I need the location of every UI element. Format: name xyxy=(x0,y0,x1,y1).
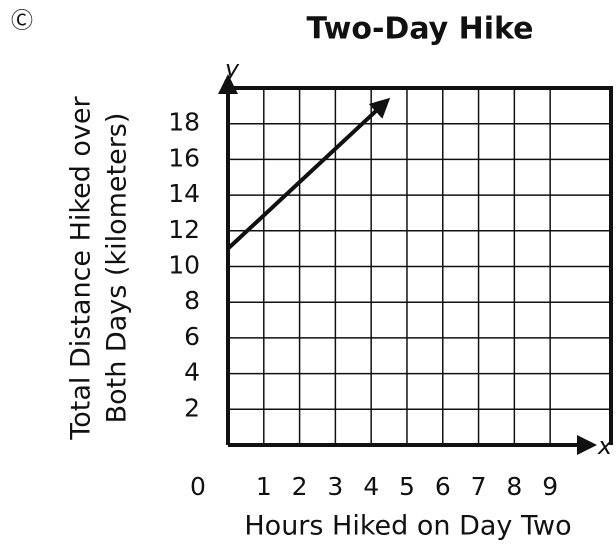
y-tick-label: 4 xyxy=(184,358,200,387)
chart-title: Two-Day Hike xyxy=(306,12,533,47)
x-tick-label: 7 xyxy=(471,472,487,501)
y-axis-label: Total Distance Hiked over xyxy=(66,95,97,440)
x-tick-label: 1 xyxy=(256,472,272,501)
x-tick-label: 8 xyxy=(506,472,522,501)
x-axis-letter: x xyxy=(597,432,613,460)
y-tick-label: 18 xyxy=(168,108,200,137)
y-tick-label: 16 xyxy=(168,143,200,172)
option-label: Ⓒ xyxy=(11,9,33,34)
y-tick-label: 14 xyxy=(168,179,200,208)
y-tick-label: 10 xyxy=(168,251,200,280)
x-axis-label: Hours Hiked on Day Two xyxy=(244,511,571,542)
x-tick-label: 9 xyxy=(542,472,558,501)
x-tick-label: 6 xyxy=(435,472,451,501)
y-tick-label: 6 xyxy=(184,322,200,351)
y-axis-label: Both Days (kilometers) xyxy=(102,113,133,424)
x-tick-label: 3 xyxy=(327,472,343,501)
y-tick-label: 12 xyxy=(168,215,200,244)
data-line xyxy=(226,97,391,251)
x-tick-label: 2 xyxy=(292,472,308,501)
x-tick-label: 5 xyxy=(399,472,415,501)
x-tick-label: 4 xyxy=(363,472,379,501)
y-tick-label: 2 xyxy=(184,393,200,422)
origin-label: 0 xyxy=(190,472,206,501)
plot-border xyxy=(228,86,613,445)
y-tick-label: 8 xyxy=(184,286,200,315)
